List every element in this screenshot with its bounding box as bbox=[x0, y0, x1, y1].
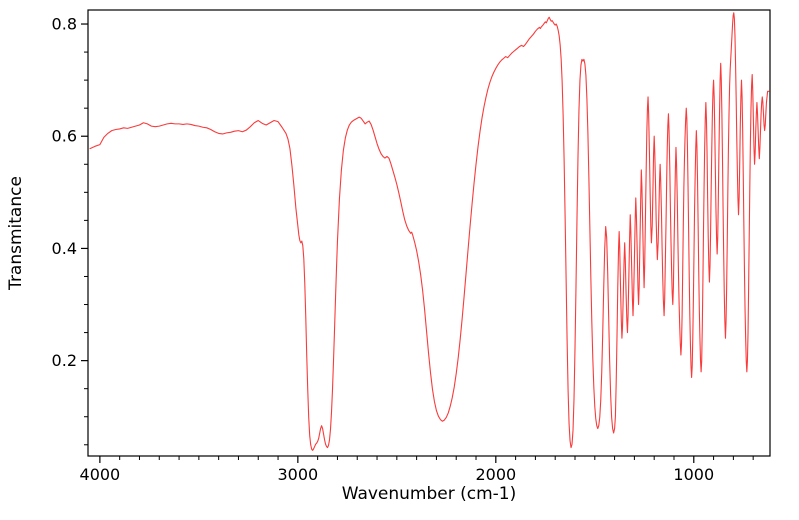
x-axis-label: Wavenumber (cm-1) bbox=[342, 484, 517, 504]
x-tick-label: 4000 bbox=[80, 465, 121, 484]
plot-frame bbox=[87, 9, 771, 457]
y-tick-label: 0.2 bbox=[52, 351, 77, 370]
x-tick-label: 3000 bbox=[277, 465, 318, 484]
y-axis-label: Transmitance bbox=[6, 176, 26, 291]
spectrum-line bbox=[89, 12, 770, 451]
x-tick-label: 2000 bbox=[475, 465, 516, 484]
x-tick-label: 1000 bbox=[673, 465, 714, 484]
y-tick-label: 0.4 bbox=[52, 239, 77, 258]
y-tick-label: 0.8 bbox=[52, 15, 77, 34]
y-tick-label: 0.6 bbox=[52, 127, 77, 146]
